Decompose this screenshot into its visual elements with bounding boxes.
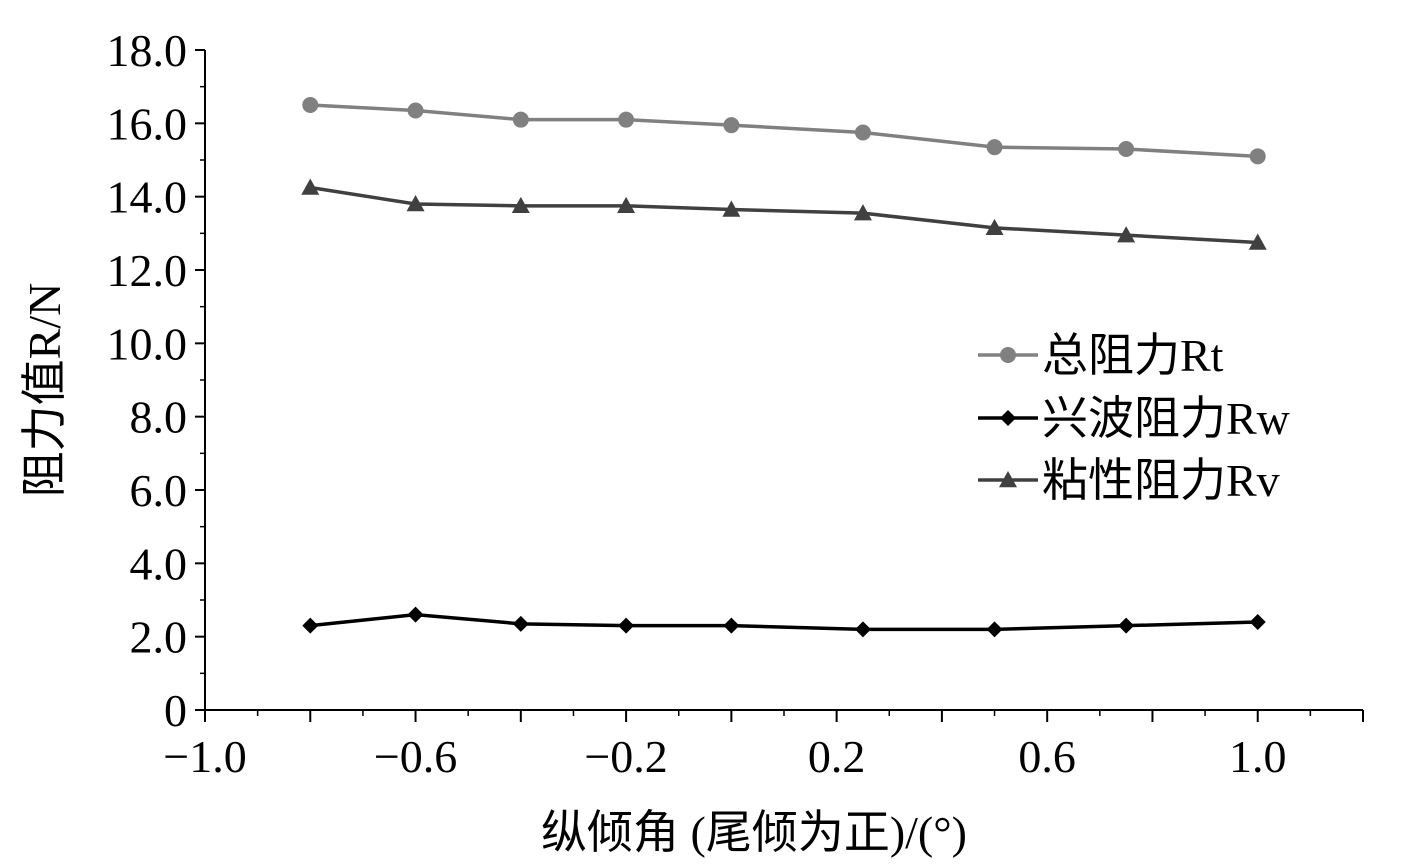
legend-label-rv: 粘性阻力Rv — [1042, 455, 1280, 506]
data-point — [723, 117, 740, 134]
data-point — [617, 196, 636, 214]
series-line — [310, 612, 1258, 632]
data-point — [986, 621, 1003, 638]
data-point — [512, 111, 529, 128]
data-point — [854, 621, 871, 638]
data-point — [985, 218, 1004, 236]
data-point — [723, 617, 740, 634]
x-tick-label: 0.2 — [808, 731, 866, 782]
y-tick-label: 14.0 — [107, 172, 188, 223]
x-tick-label: −0.6 — [374, 731, 457, 782]
series-line — [310, 103, 1258, 159]
data-point — [301, 178, 320, 195]
data-point — [1249, 148, 1266, 165]
legend-label-rt: 总阻力Rt — [1042, 330, 1224, 381]
data-point — [1118, 141, 1135, 157]
data-point — [1249, 614, 1266, 630]
x-tick-label: 1.0 — [1229, 731, 1287, 782]
data-point — [1117, 226, 1136, 243]
y-tick-label: 2.0 — [130, 612, 188, 663]
y-tick-label: 18.0 — [107, 25, 188, 76]
y-axis-ticks: 0 2.0 4.0 6.0 8.0 10.0 12.0 14.0 16.0 18.0 — [107, 25, 205, 736]
legend-marker-rt — [1000, 347, 1016, 363]
data-point — [1118, 617, 1135, 634]
data-point — [512, 615, 529, 632]
y-tick-label: 16.0 — [107, 98, 188, 149]
y-axis-title: 阻力值R/N — [19, 283, 70, 498]
x-axis-ticks: −1.0 −0.6 −0.2 0.2 0.6 1.0 — [163, 710, 1364, 782]
data-point — [618, 111, 635, 128]
series-1 — [302, 606, 1266, 638]
series-0 — [302, 97, 1266, 165]
data-point — [853, 204, 872, 221]
data-point — [407, 606, 424, 623]
data-point — [511, 196, 530, 214]
y-tick-label: 4.0 — [130, 538, 188, 589]
data-point — [406, 195, 425, 212]
y-tick-label: 12.0 — [107, 245, 188, 296]
x-tick-label: −0.2 — [584, 731, 667, 782]
legend-item-rt: 总阻力Rt — [978, 330, 1224, 381]
data-point — [302, 97, 319, 113]
legend-item-rw: 兴波阻力Rw — [978, 393, 1291, 444]
y-tick-label: 0 — [164, 685, 187, 736]
legend-marker-rw — [1000, 410, 1016, 426]
data-point — [1248, 233, 1267, 250]
legend-marker-rv — [999, 471, 1017, 488]
x-tick-label: 0.6 — [1018, 731, 1076, 782]
series-layer — [301, 97, 1267, 638]
y-tick-label: 6.0 — [130, 465, 188, 516]
legend-label-rw: 兴波阻力Rw — [1042, 393, 1291, 444]
y-tick-label: 10.0 — [107, 318, 188, 369]
data-point — [618, 617, 635, 634]
legend-item-rv: 粘性阻力Rv — [978, 455, 1280, 506]
data-point — [407, 102, 424, 119]
x-tick-label: −1.0 — [163, 731, 246, 782]
x-axis-title: 纵倾角 (尾倾为正)/(°) — [541, 807, 967, 858]
series-2 — [301, 178, 1267, 250]
data-point — [854, 124, 871, 141]
data-point — [722, 200, 741, 217]
legend: 总阻力Rt 兴波阻力Rw 粘性阻力Rv — [978, 330, 1291, 506]
series-line — [310, 185, 1258, 245]
data-point — [986, 139, 1003, 156]
y-tick-label: 8.0 — [130, 392, 188, 443]
data-point — [302, 617, 319, 634]
